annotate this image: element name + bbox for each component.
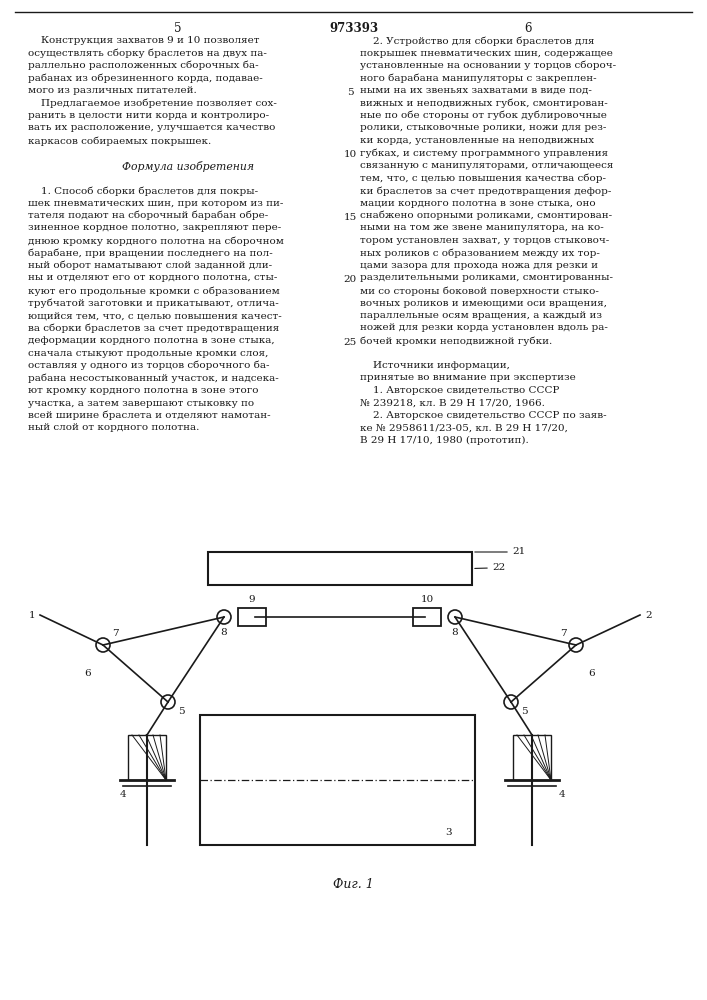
Text: бочей кромки неподвижной губки.: бочей кромки неподвижной губки. xyxy=(360,336,552,346)
Text: ва сборки браслетов за счет предотвращения: ва сборки браслетов за счет предотвращен… xyxy=(28,324,279,333)
Text: Формула изобретения: Формула изобретения xyxy=(122,161,254,172)
Text: 5: 5 xyxy=(346,88,354,97)
Bar xyxy=(413,608,441,626)
Text: зиненное кордное полотно, закрепляют пере-: зиненное кордное полотно, закрепляют пер… xyxy=(28,224,281,232)
Text: ны и отделяют его от кордного полотна, сты-: ны и отделяют его от кордного полотна, с… xyxy=(28,273,277,282)
Text: мого из различных питателей.: мого из различных питателей. xyxy=(28,86,197,95)
Text: ющийся тем, что, с целью повышения качест-: ющийся тем, что, с целью повышения качес… xyxy=(28,311,282,320)
Text: 20: 20 xyxy=(344,275,356,284)
Text: оставляя у одного из торцов сборочного ба-: оставляя у одного из торцов сборочного б… xyxy=(28,361,269,370)
Text: 7: 7 xyxy=(561,629,567,638)
Text: рабана несостыкованный участок, и надсека-: рабана несостыкованный участок, и надсек… xyxy=(28,373,279,383)
Text: ке № 2958611/23-05, кл. В 29 Н 17/20,: ке № 2958611/23-05, кл. В 29 Н 17/20, xyxy=(360,424,568,432)
Text: ранить в целости нити корда и контролиро-: ранить в целости нити корда и контролиро… xyxy=(28,111,269,120)
Bar xyxy=(513,735,551,780)
Text: Фиг. 1: Фиг. 1 xyxy=(332,879,373,892)
Text: тором установлен захват, у торцов стыковоч-: тором установлен захват, у торцов стыков… xyxy=(360,236,609,245)
Text: ми со стороны боковой поверхности стыко-: ми со стороны боковой поверхности стыко- xyxy=(360,286,599,296)
Text: мации кордного полотна в зоне стыка, оно: мации кордного полотна в зоне стыка, оно xyxy=(360,198,595,208)
Text: 2. Авторское свидетельство СССР по заяв-: 2. Авторское свидетельство СССР по заяв- xyxy=(360,411,607,420)
Text: 9: 9 xyxy=(249,595,255,604)
Text: вочных роликов и имеющими оси вращения,: вочных роликов и имеющими оси вращения, xyxy=(360,298,607,308)
Text: 4: 4 xyxy=(119,790,127,799)
Text: ными на их звеньях захватами в виде под-: ными на их звеньях захватами в виде под- xyxy=(360,86,592,95)
Text: 4: 4 xyxy=(559,790,566,799)
Text: ные по обе стороны от губок дублировочные: ные по обе стороны от губок дублировочны… xyxy=(360,111,607,120)
Text: 8: 8 xyxy=(452,628,458,637)
Text: покрышек пневматических шин, содержащее: покрышек пневматических шин, содержащее xyxy=(360,48,613,57)
Text: сначала стыкуют продольные кромки слоя,: сначала стыкуют продольные кромки слоя, xyxy=(28,349,269,358)
Text: трубчатой заготовки и прикатывают, отлича-: трубчатой заготовки и прикатывают, отлич… xyxy=(28,298,279,308)
Text: вижных и неподвижных губок, смонтирован-: вижных и неподвижных губок, смонтирован- xyxy=(360,99,608,108)
Text: 6: 6 xyxy=(84,669,91,678)
Text: 21: 21 xyxy=(512,546,525,556)
Text: 10: 10 xyxy=(344,150,356,159)
Text: осуществлять сборку браслетов на двух па-: осуществлять сборку браслетов на двух па… xyxy=(28,48,267,58)
Text: шек пневматических шин, при котором из пи-: шек пневматических шин, при котором из п… xyxy=(28,198,284,208)
Text: ного барабана манипуляторы с закреплен-: ного барабана манипуляторы с закреплен- xyxy=(360,74,597,83)
Text: днюю кромку кордного полотна на сборочном: днюю кромку кордного полотна на сборочно… xyxy=(28,236,284,245)
Text: установленные на основании у торцов сбороч-: установленные на основании у торцов сбор… xyxy=(360,61,616,70)
Text: ют кромку кордного полотна в зоне этого: ют кромку кордного полотна в зоне этого xyxy=(28,386,259,395)
Text: 5: 5 xyxy=(521,707,527,716)
Text: 1. Способ сборки браслетов для покры-: 1. Способ сборки браслетов для покры- xyxy=(28,186,258,196)
Text: В 29 Н 17/10, 1980 (прототип).: В 29 Н 17/10, 1980 (прототип). xyxy=(360,436,529,445)
Text: губках, и систему программного управления: губках, и систему программного управлени… xyxy=(360,148,608,158)
Text: деформации кордного полотна в зоне стыка,: деформации кордного полотна в зоне стыка… xyxy=(28,336,274,345)
Text: снабжено опорными роликами, смонтирован-: снабжено опорными роликами, смонтирован- xyxy=(360,211,612,221)
Text: связанную с манипуляторами, отличающееся: связанную с манипуляторами, отличающееся xyxy=(360,161,614,170)
Text: рабанах из обрезиненного корда, подавае-: рабанах из обрезиненного корда, подавае- xyxy=(28,74,263,83)
Text: вать их расположение, улучшается качество: вать их расположение, улучшается качеств… xyxy=(28,123,275,132)
Text: 973393: 973393 xyxy=(329,22,378,35)
Text: Источники информации,: Источники информации, xyxy=(360,361,510,370)
Text: 6: 6 xyxy=(525,22,532,35)
Text: разделительными роликами, смонтированны-: разделительными роликами, смонтированны- xyxy=(360,273,613,282)
Text: ными на том же звене манипулятора, на ко-: ными на том же звене манипулятора, на ко… xyxy=(360,224,604,232)
Text: тем, что, с целью повышения качества сбор-: тем, что, с целью повышения качества сбо… xyxy=(360,174,606,183)
Text: участка, а затем завершают стыковку по: участка, а затем завершают стыковку по xyxy=(28,398,254,408)
Text: цами зазора для прохода ножа для резки и: цами зазора для прохода ножа для резки и xyxy=(360,261,598,270)
Text: всей ширине браслета и отделяют намотан-: всей ширине браслета и отделяют намотан- xyxy=(28,411,271,420)
Text: 10: 10 xyxy=(421,595,433,604)
Bar xyxy=(208,552,472,585)
Text: 8: 8 xyxy=(221,628,228,637)
Text: 5: 5 xyxy=(178,707,185,716)
Bar xyxy=(200,715,475,845)
Text: 2: 2 xyxy=(645,610,652,619)
Text: 3: 3 xyxy=(445,828,452,837)
Text: ный оборот наматывают слой заданной дли-: ный оборот наматывают слой заданной дли- xyxy=(28,261,272,270)
Text: 6: 6 xyxy=(588,669,595,678)
Text: принятые во внимание при экспертизе: принятые во внимание при экспертизе xyxy=(360,373,575,382)
Bar xyxy=(238,608,266,626)
Text: каркасов собираемых покрышек.: каркасов собираемых покрышек. xyxy=(28,136,211,145)
Text: 2. Устройство для сборки браслетов для: 2. Устройство для сборки браслетов для xyxy=(360,36,595,45)
Text: 7: 7 xyxy=(112,629,119,638)
Text: ножей для резки корда установлен вдоль ра-: ножей для резки корда установлен вдоль р… xyxy=(360,324,608,332)
Text: 5: 5 xyxy=(174,22,182,35)
Text: параллельные осям вращения, а каждый из: параллельные осям вращения, а каждый из xyxy=(360,311,602,320)
Text: Конструкция захватов 9 и 10 позволяет: Конструкция захватов 9 и 10 позволяет xyxy=(28,36,259,45)
Bar xyxy=(128,735,166,780)
Text: раллельно расположенных сборочных ба-: раллельно расположенных сборочных ба- xyxy=(28,61,259,70)
Text: барабане, при вращении последнего на пол-: барабане, при вращении последнего на пол… xyxy=(28,248,273,258)
Text: 15: 15 xyxy=(344,213,356,222)
Text: Предлагаемое изобретение позволяет сох-: Предлагаемое изобретение позволяет сох- xyxy=(28,99,277,108)
Text: ный слой от кордного полотна.: ный слой от кордного полотна. xyxy=(28,424,199,432)
Text: 22: 22 xyxy=(492,564,506,572)
Text: 1. Авторское свидетельство СССР: 1. Авторское свидетельство СССР xyxy=(360,386,559,395)
Text: куют его продольные кромки с образованием: куют его продольные кромки с образование… xyxy=(28,286,280,296)
Text: № 239218, кл. В 29 Н 17/20, 1966.: № 239218, кл. В 29 Н 17/20, 1966. xyxy=(360,398,545,408)
Text: ки корда, установленные на неподвижных: ки корда, установленные на неподвижных xyxy=(360,136,594,145)
Text: 1: 1 xyxy=(28,610,35,619)
Text: ных роликов с образованием между их тор-: ных роликов с образованием между их тор- xyxy=(360,248,600,258)
Text: тателя подают на сборочный барабан обре-: тателя подают на сборочный барабан обре- xyxy=(28,211,268,221)
Text: 25: 25 xyxy=(344,338,356,347)
Text: ролики, стыковочные ролики, ножи для рез-: ролики, стыковочные ролики, ножи для рез… xyxy=(360,123,607,132)
Text: ки браслетов за счет предотвращения дефор-: ки браслетов за счет предотвращения дефо… xyxy=(360,186,612,196)
